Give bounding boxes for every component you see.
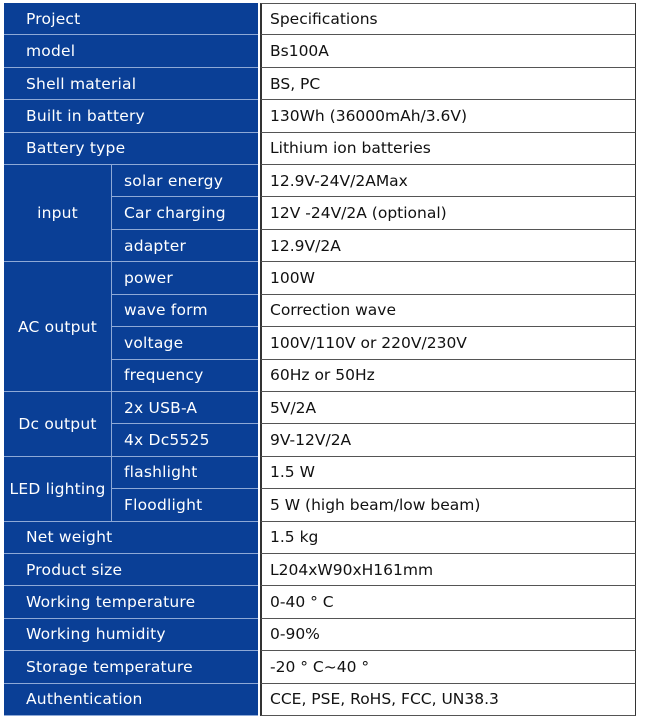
spec-value: 1.5 kg xyxy=(260,521,636,554)
spec-value: 100W xyxy=(260,262,636,295)
spec-label: Working humidity xyxy=(4,618,258,652)
spec-value: Specifications xyxy=(260,3,636,36)
spec-value: 1.5 W xyxy=(260,456,636,490)
spec-label: Battery type xyxy=(4,132,258,166)
spec-value: 5V/2A xyxy=(260,391,636,425)
spec-value: 12V -24V/2A (optional) xyxy=(260,197,636,230)
spec-label: wave form xyxy=(112,294,258,328)
spec-value: 100V/110V or 220V/230V xyxy=(260,327,636,360)
spec-label: Net weight xyxy=(4,521,258,554)
spec-value: Bs100A xyxy=(260,35,636,68)
spec-label: Product size xyxy=(4,553,258,587)
spec-label: power xyxy=(112,262,258,295)
spec-value: 9V-12V/2A xyxy=(260,424,636,457)
spec-label: Shell material xyxy=(4,67,258,101)
group-label: AC output xyxy=(4,262,112,392)
spec-value: Correction wave xyxy=(260,294,636,328)
group-label: input xyxy=(4,165,112,263)
spec-label: adapter xyxy=(112,229,258,263)
spec-value: Lithium ion batteries xyxy=(260,132,636,166)
group-label: LED lighting xyxy=(4,456,112,522)
spec-label: Working temperature xyxy=(4,586,258,619)
spec-label: solar energy xyxy=(112,165,258,198)
spec-value: 12.9V/2A xyxy=(260,229,636,263)
group-label: Dc output xyxy=(4,391,112,457)
spec-label: model xyxy=(4,35,258,68)
spec-value: BS, PC xyxy=(260,67,636,101)
spec-value: 0-90% xyxy=(260,618,636,652)
spec-label: Storage temperature xyxy=(4,651,258,684)
spec-value: 12.9V-24V/2AMax xyxy=(260,165,636,198)
spec-value: 5 W (high beam/low beam) xyxy=(260,489,636,522)
spec-value: L204xW90xH161mm xyxy=(260,553,636,587)
spec-label: Authentication xyxy=(4,683,258,716)
spec-value: CCE, PSE, RoHS, FCC, UN38.3 xyxy=(260,683,636,716)
spec-label: Floodlight xyxy=(112,489,258,522)
spec-label: Built in battery xyxy=(4,100,258,133)
spec-value: 130Wh (36000mAh/3.6V) xyxy=(260,100,636,133)
spec-label: flashlight xyxy=(112,456,258,490)
spec-value: 0-40 ° C xyxy=(260,586,636,619)
spec-label: 2x USB-A xyxy=(112,391,258,425)
spec-value: 60Hz or 50Hz xyxy=(260,359,636,392)
specifications-table: Project Specifications model Bs100A Shell ma… xyxy=(4,3,638,716)
spec-label: Car charging xyxy=(112,197,258,230)
spec-label: 4x Dc5525 xyxy=(112,424,258,457)
spec-label: Project xyxy=(4,3,258,36)
spec-label: voltage xyxy=(112,327,258,360)
spec-value: -20 ° C~40 ° xyxy=(260,651,636,684)
spec-label: frequency xyxy=(112,359,258,392)
